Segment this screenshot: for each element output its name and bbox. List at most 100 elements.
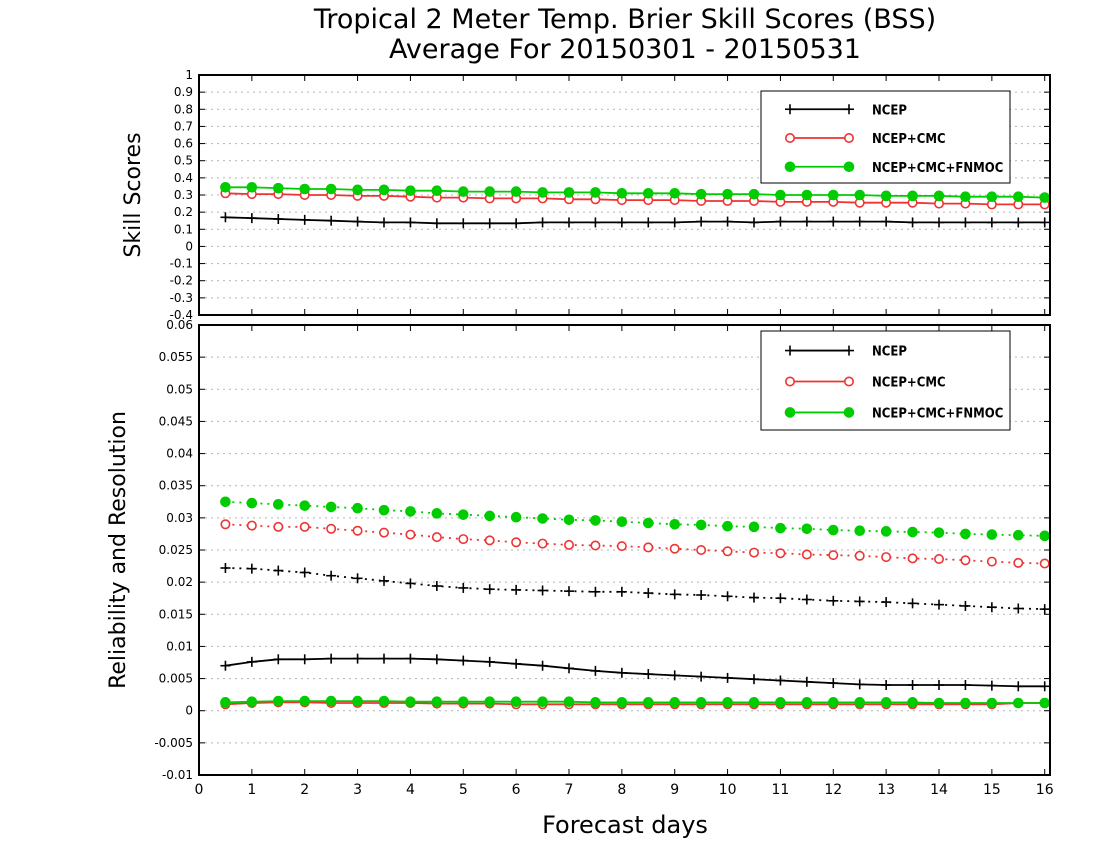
series-line <box>225 500 1045 537</box>
data-point <box>933 697 945 709</box>
data-point <box>299 183 311 195</box>
data-point <box>431 532 442 543</box>
data-point <box>907 526 918 538</box>
data-point <box>669 187 681 199</box>
data-point <box>722 546 733 557</box>
data-point <box>299 521 310 532</box>
data-point <box>854 550 865 561</box>
data-point <box>378 527 389 538</box>
skill-scores-panel: -0.4 -0.3 -0.2 -0.1 0 0.1 0.2 0.3 0.4 0.5 0.6 0.7 0.… <box>121 68 1051 322</box>
data-point <box>880 190 892 202</box>
data-point <box>775 522 786 534</box>
data-point <box>246 181 258 193</box>
x-tick-label: 10 <box>719 782 737 798</box>
data-point <box>484 510 496 522</box>
x-tick-label: 9 <box>670 782 679 798</box>
x-tick-label: 4 <box>406 782 415 798</box>
data-point <box>378 504 390 516</box>
data-point <box>960 555 971 566</box>
data-point <box>933 553 944 564</box>
y-tick-label: 0.03 <box>166 511 193 525</box>
legend-label: NCEP+CMC <box>872 132 946 147</box>
legend-marker <box>784 376 795 387</box>
y-tick-label: 0.7 <box>174 119 193 133</box>
data-point <box>986 697 998 709</box>
y-tick-label: 0.9 <box>174 85 193 99</box>
data-point <box>220 496 231 508</box>
legend-marker <box>784 161 796 173</box>
data-point <box>405 506 416 517</box>
y-tick-label: 0.5 <box>174 154 193 168</box>
reliability-resolution-panel: -0.01 -0.005 0 0.005 0.01 0.015 0.02 0.025 0.03 0… <box>106 318 1054 798</box>
data-point <box>510 696 522 708</box>
series-ncep-cmc-solid <box>220 188 1050 210</box>
data-point <box>748 697 760 708</box>
data-point <box>352 502 363 514</box>
data-point <box>272 499 284 510</box>
data-point <box>986 529 998 540</box>
data-point <box>748 188 760 200</box>
data-point <box>722 697 733 708</box>
data-point <box>616 541 627 552</box>
data-point <box>960 191 971 203</box>
x-tick-label: 0 <box>195 782 204 798</box>
data-point <box>484 186 496 197</box>
data-point <box>828 550 839 561</box>
data-point <box>1012 191 1024 203</box>
x-tick-label: 11 <box>772 782 790 798</box>
data-point <box>1012 697 1024 709</box>
data-point <box>642 697 654 708</box>
data-point <box>933 527 945 538</box>
data-point <box>642 187 654 199</box>
data-point <box>827 697 839 708</box>
data-point <box>1039 192 1051 203</box>
data-point <box>457 509 469 520</box>
data-point <box>748 521 760 533</box>
y-tick-label: 0.015 <box>159 607 193 621</box>
y-tick-label: 0.055 <box>159 350 193 364</box>
data-point <box>775 697 786 708</box>
data-point <box>775 548 786 559</box>
data-point <box>246 497 258 509</box>
data-point <box>563 514 575 526</box>
data-point <box>801 549 812 560</box>
y-axis-label: Skill Scores <box>121 132 146 257</box>
data-point <box>669 543 680 554</box>
data-point <box>616 697 628 708</box>
x-tick-label: 12 <box>824 782 842 798</box>
data-point <box>590 515 601 526</box>
data-point <box>695 188 707 200</box>
data-point <box>273 521 284 532</box>
y-tick-label: 0.05 <box>166 382 193 396</box>
data-point <box>854 189 866 201</box>
data-point <box>827 524 839 536</box>
series-ncep-cmc-fnmoc-solid <box>220 181 1051 203</box>
data-point <box>642 517 654 529</box>
x-tick-label: 2 <box>300 782 309 798</box>
data-point <box>881 552 892 563</box>
y-tick-label: 0.035 <box>159 479 193 493</box>
data-point <box>246 696 258 708</box>
data-point <box>1013 557 1024 568</box>
data-point <box>405 529 416 540</box>
data-point <box>246 520 257 531</box>
data-point <box>1012 529 1024 541</box>
series-ncep-solid <box>220 653 1050 692</box>
legend-marker <box>843 376 854 387</box>
data-point <box>616 187 628 199</box>
data-point <box>960 528 971 540</box>
data-point <box>458 534 469 545</box>
data-point <box>669 518 681 530</box>
data-point <box>563 539 574 550</box>
data-point <box>484 535 495 546</box>
series-line <box>225 192 1045 206</box>
data-point <box>854 697 866 708</box>
data-point <box>405 696 416 708</box>
legend: NCEP NCEP+CMC NCEP+CMC+FNMOC <box>760 90 1011 184</box>
legend-box <box>760 90 1011 184</box>
series-ncep-cmc-dotted <box>220 519 1050 569</box>
data-point <box>325 695 337 707</box>
data-point <box>431 185 443 197</box>
plot-frame <box>198 324 1051 776</box>
data-point <box>907 553 918 564</box>
